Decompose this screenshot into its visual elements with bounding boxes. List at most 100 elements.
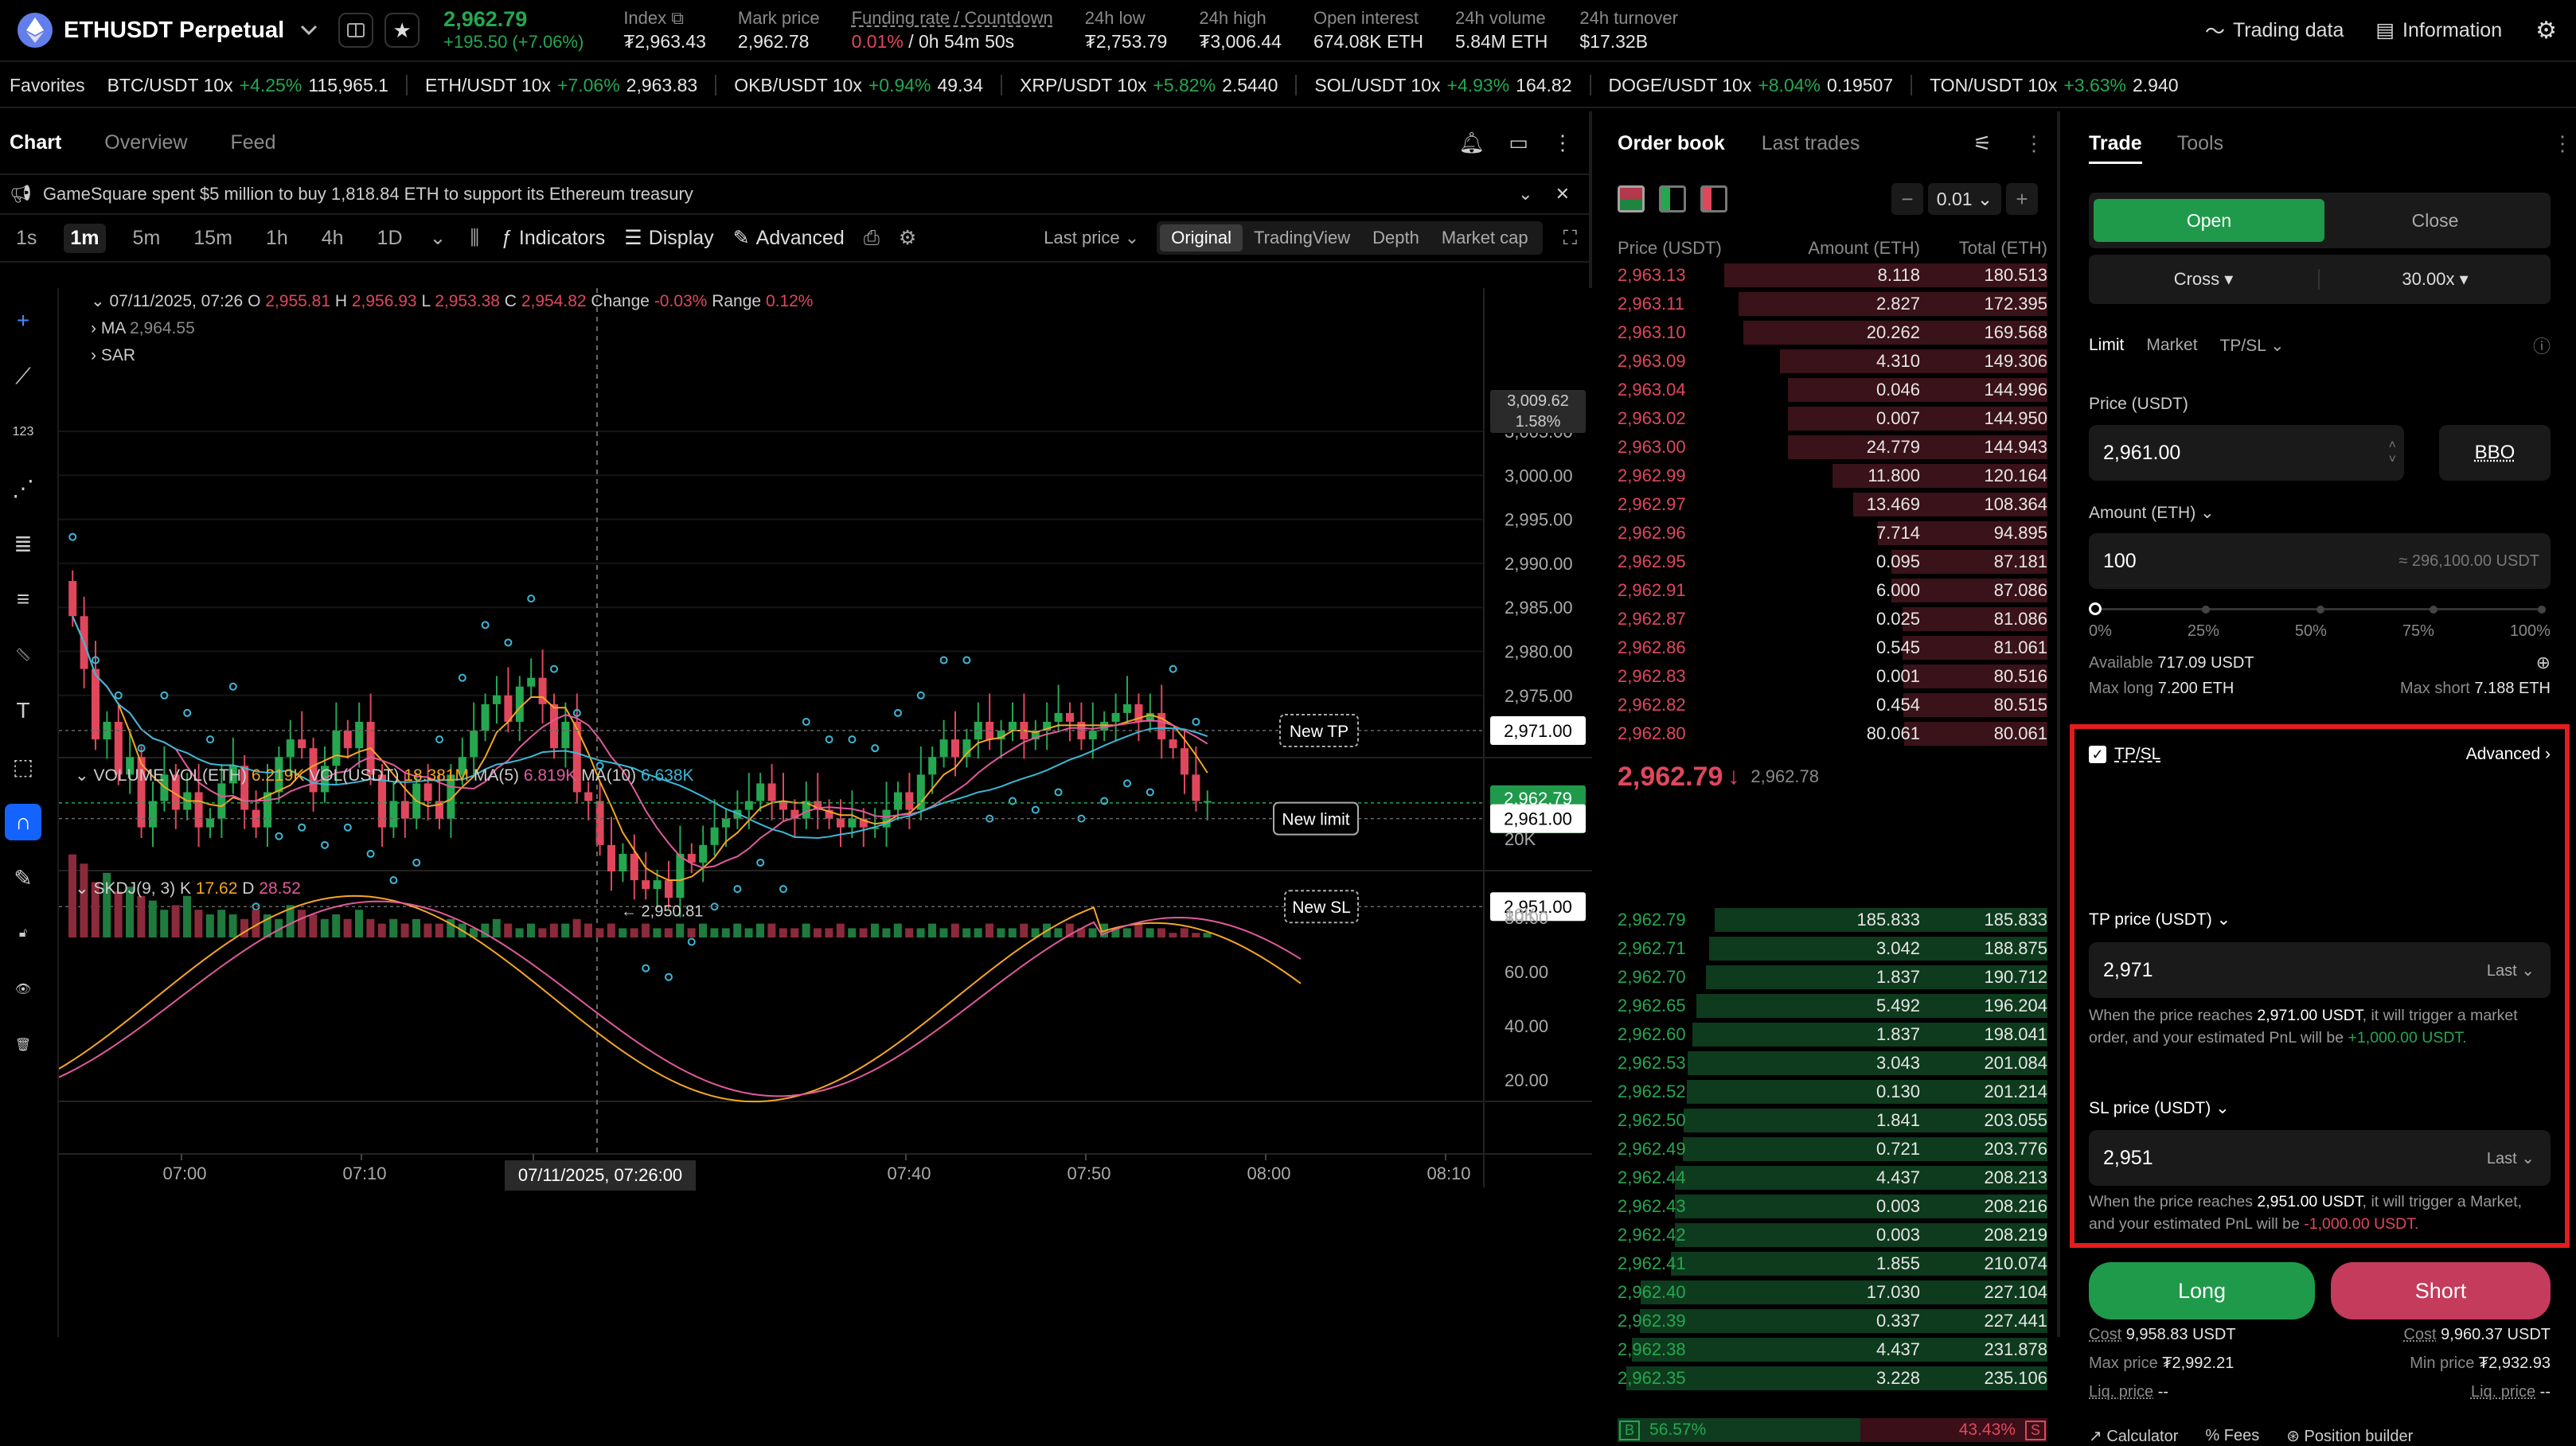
add-circle-icon[interactable]: ⊕ <box>2536 653 2551 673</box>
candle[interactable] <box>1089 731 1097 739</box>
indicators-button[interactable]: ƒ Indicators <box>502 227 605 250</box>
candle[interactable] <box>1123 704 1131 713</box>
candle[interactable] <box>1169 739 1177 748</box>
bid-row[interactable]: 2,962.65 5.492 196.204 <box>1618 992 2047 1020</box>
short-button[interactable]: Short <box>2331 1262 2551 1319</box>
tp-price-input[interactable]: 2,971 Last ⌄ <box>2089 942 2551 998</box>
close-tab[interactable]: Close <box>2324 199 2546 242</box>
bid-row[interactable]: 2,962.70 1.837 190.712 <box>1618 963 2047 992</box>
stat-funding[interactable]: Funding rate / Countdown 0.01% / 0h 54m 5… <box>852 7 1053 53</box>
candle[interactable] <box>1181 748 1188 774</box>
interval-1s[interactable]: 1s <box>10 224 43 253</box>
candle[interactable] <box>951 739 959 757</box>
amount-label[interactable]: Amount (ETH) ⌄ <box>2089 503 2215 523</box>
more-vertical-icon[interactable]: ⋮ <box>1552 131 1573 155</box>
trading-data-link[interactable]: 〜 Trading data <box>2205 16 2344 45</box>
amount-input[interactable]: 100 ≈ 296,100.00 USDT <box>2089 533 2551 589</box>
ask-row[interactable]: 2,962.99 11.800 120.164 <box>1618 462 2047 490</box>
fullscreen-icon[interactable]: ⛶ <box>1563 227 1578 250</box>
candle[interactable] <box>1009 722 1017 731</box>
margin-mode-select[interactable]: Cross ▾ <box>2089 269 2320 290</box>
candle[interactable] <box>1055 713 1063 722</box>
minus-button[interactable]: − <box>1891 183 1923 215</box>
interval-1h[interactable]: 1h <box>260 224 295 253</box>
ask-row[interactable]: 2,963.09 4.310 149.306 <box>1618 347 2047 376</box>
magnet-icon[interactable]: ∩ <box>5 804 41 840</box>
ask-row[interactable]: 2,962.86 0.545 81.061 <box>1618 633 2047 662</box>
candle[interactable] <box>699 845 707 863</box>
alert-bell-icon[interactable]: 🔔︎ <box>1458 131 1485 155</box>
candle[interactable] <box>550 704 558 748</box>
order-type-market[interactable]: Market <box>2146 336 2197 355</box>
chevron-down-icon[interactable]: ⌄ <box>1518 184 1532 205</box>
last-price-select[interactable]: Last price ⌄ <box>1044 228 1139 248</box>
view-market-cap[interactable]: Market cap <box>1430 224 1540 251</box>
bid-row[interactable]: 2,962.53 3.043 201.084 <box>1618 1049 2047 1078</box>
candle[interactable] <box>287 739 295 757</box>
chart-settings-icon[interactable]: ⚙ <box>899 226 916 250</box>
candle[interactable] <box>837 819 845 828</box>
calculator-link[interactable]: ↗ Calculator <box>2089 1426 2178 1446</box>
candle[interactable] <box>527 678 535 687</box>
favorite-item[interactable]: OKB/USDT 10x +0.94% 49.34 <box>734 75 983 96</box>
candle[interactable] <box>848 819 856 828</box>
tick-size-select[interactable]: 0.01 ⌄ <box>1928 183 2001 215</box>
help-icon[interactable]: ⓘ <box>2533 333 2551 358</box>
ask-row[interactable]: 2,963.00 24.779 144.943 <box>1618 433 2047 462</box>
view-original[interactable]: Original <box>1160 224 1243 251</box>
new-tp-label[interactable]: New TP <box>1290 723 1348 741</box>
amount-slider[interactable] <box>2094 600 2546 619</box>
bid-row[interactable]: 2,962.60 1.837 198.041 <box>1618 1020 2047 1049</box>
bid-row[interactable]: 2,962.71 3.042 188.875 <box>1618 934 2047 963</box>
bid-row[interactable]: 2,962.42 0.003 208.219 <box>1618 1221 2047 1249</box>
more-vertical-icon[interactable]: ⋮ <box>2552 131 2573 156</box>
ask-row[interactable]: 2,962.80 80.061 80.061 <box>1618 719 2047 748</box>
bid-row[interactable]: 2,962.44 4.437 208.213 <box>1618 1163 2047 1192</box>
candle[interactable] <box>195 792 203 827</box>
ask-row[interactable]: 2,962.96 7.714 94.895 <box>1618 519 2047 548</box>
favorite-item[interactable]: TON/USDT 10x +3.63% 2.940 <box>1930 75 2178 96</box>
advanced-button[interactable]: ✎ Advanced <box>733 226 845 250</box>
plus-button[interactable]: + <box>2006 183 2038 215</box>
new-limit-label[interactable]: New limit <box>1282 811 1349 829</box>
open-tab[interactable]: Open <box>2094 199 2324 242</box>
candle[interactable] <box>894 792 902 809</box>
candle[interactable] <box>482 704 490 731</box>
pattern-icon[interactable]: ⋰ <box>5 470 41 506</box>
candle[interactable] <box>722 819 730 828</box>
interval-15m[interactable]: 15m <box>187 224 239 253</box>
ask-row[interactable]: 2,962.82 0.454 80.515 <box>1618 691 2047 719</box>
news-ticker[interactable]: GameSquare spent $5 million to buy 1,818… <box>43 184 693 205</box>
bid-row[interactable]: 2,962.43 0.003 208.216 <box>1618 1192 2047 1221</box>
bbo-button[interactable]: BBO <box>2439 425 2551 481</box>
shape-icon[interactable]: ⬚ <box>5 748 41 785</box>
candle[interactable] <box>344 731 352 748</box>
interval-4h[interactable]: 4h <box>315 224 350 253</box>
sl-price-label[interactable]: SL price (USDT) ⌄ <box>2089 1098 2230 1118</box>
candles-icon[interactable]: ⫼ <box>470 227 479 250</box>
price-input[interactable]: 2,961.00 ˄ ˅ <box>2089 425 2404 481</box>
tab-trade[interactable]: Trade <box>2089 132 2142 164</box>
ask-row[interactable]: 2,963.13 8.118 180.513 <box>1618 261 2047 290</box>
ask-row[interactable]: 2,963.10 20.262 169.568 <box>1618 318 2047 347</box>
ask-row[interactable]: 2,963.11 2.827 172.395 <box>1618 290 2047 318</box>
candle[interactable] <box>561 722 569 748</box>
channel-icon[interactable]: ≡ <box>5 581 41 618</box>
candle[interactable] <box>389 801 397 828</box>
text-icon[interactable]: T <box>5 692 41 729</box>
order-type-tpsl[interactable]: TP/SL ⌄ <box>2220 336 2285 356</box>
trash-icon[interactable]: 🗑︎ <box>5 1027 41 1063</box>
candle[interactable] <box>470 731 478 757</box>
position-builder-link[interactable]: ⊛ Position builder <box>2286 1426 2413 1446</box>
crosshair-icon[interactable]: + <box>5 302 41 339</box>
view-depth[interactable]: Depth <box>1361 224 1430 251</box>
candle[interactable] <box>298 739 306 748</box>
layout-asks-icon[interactable] <box>1700 185 1727 212</box>
settings-gear-icon[interactable]: ⚙ <box>2535 17 2557 45</box>
window-icon[interactable]: ▭ <box>1509 131 1528 155</box>
tab-tools[interactable]: Tools <box>2177 132 2223 155</box>
fees-link[interactable]: % Fees <box>2205 1427 2259 1445</box>
eye-icon[interactable]: 👁︎ <box>5 971 41 1008</box>
interval-5m[interactable]: 5m <box>127 224 167 253</box>
favorite-item[interactable]: ETH/USDT 10x +7.06% 2,963.83 <box>425 75 697 96</box>
